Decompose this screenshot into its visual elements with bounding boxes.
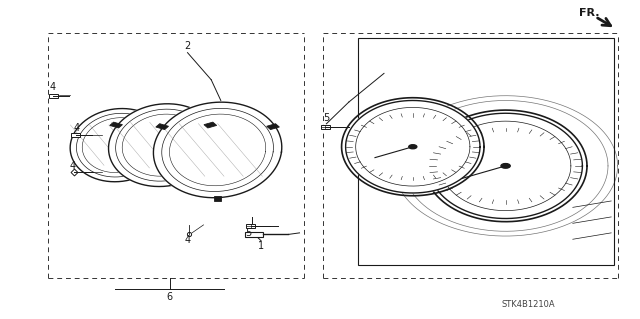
- Bar: [156, 124, 168, 130]
- Text: STK4B1210A: STK4B1210A: [501, 300, 555, 309]
- Text: 4: 4: [74, 122, 80, 133]
- Bar: [267, 124, 280, 130]
- Polygon shape: [429, 113, 582, 219]
- Bar: [245, 232, 263, 237]
- Bar: [71, 133, 80, 137]
- Text: 2: 2: [184, 41, 191, 51]
- Bar: [321, 125, 330, 129]
- Polygon shape: [154, 102, 282, 198]
- Polygon shape: [70, 108, 166, 182]
- Polygon shape: [109, 104, 218, 187]
- Polygon shape: [346, 100, 480, 193]
- Text: FR.: FR.: [579, 8, 599, 19]
- Polygon shape: [358, 38, 614, 265]
- Bar: [214, 196, 221, 201]
- Text: 1: 1: [258, 241, 264, 251]
- Bar: [204, 122, 217, 128]
- Bar: [246, 224, 255, 228]
- Text: 4: 4: [69, 161, 76, 171]
- Bar: [109, 122, 122, 128]
- Circle shape: [409, 145, 417, 149]
- Text: 6: 6: [166, 292, 173, 302]
- Text: 5: 5: [323, 113, 330, 123]
- Bar: [49, 94, 58, 98]
- Text: 4: 4: [184, 235, 191, 245]
- Circle shape: [501, 164, 510, 168]
- Text: 5: 5: [245, 228, 252, 238]
- Text: 4: 4: [50, 82, 56, 93]
